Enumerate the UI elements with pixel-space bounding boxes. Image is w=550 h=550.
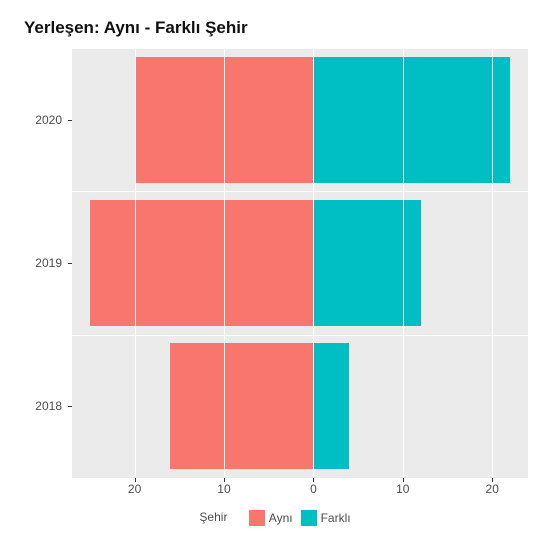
legend-swatch xyxy=(301,510,317,526)
bar-farklı xyxy=(313,200,420,326)
plot-region: 202020192018 xyxy=(72,48,528,478)
legend-label: Aynı xyxy=(269,511,293,525)
x-axis-label: 10 xyxy=(396,482,409,496)
legend-title: Şehir xyxy=(199,510,227,524)
y-axis-label: 2020 xyxy=(35,113,72,127)
chart-title: Yerleşen: Aynı - Farklı Şehir xyxy=(24,18,538,38)
bar-farklı xyxy=(313,57,510,183)
bar-farklı xyxy=(313,343,349,469)
bar-row xyxy=(72,57,528,183)
bar-aynı xyxy=(170,343,313,469)
chart-container: Yerleşen: Aynı - Farklı Şehir 2020201920… xyxy=(0,0,550,550)
x-axis-label: 20 xyxy=(486,482,499,496)
x-axis-label: 0 xyxy=(310,482,317,496)
x-axis-label: 10 xyxy=(217,482,230,496)
y-axis-label: 2018 xyxy=(35,399,72,413)
legend-swatch xyxy=(249,510,265,526)
x-axis-label: 20 xyxy=(128,482,141,496)
legend-label: Farklı xyxy=(321,511,351,525)
bar-row xyxy=(72,200,528,326)
legend: Şehir Aynı Farklı xyxy=(12,510,538,526)
x-axis-labels: 20 10 0 10 20 xyxy=(72,478,528,500)
y-axis-label: 2019 xyxy=(35,256,72,270)
bar-row xyxy=(72,343,528,469)
bar-aynı xyxy=(90,200,314,326)
